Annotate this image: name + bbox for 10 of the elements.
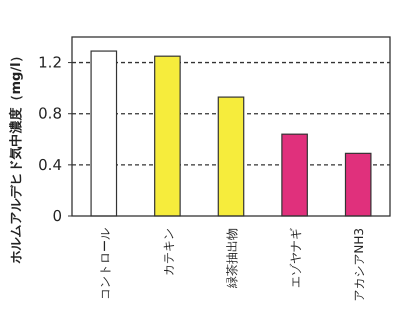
x-tick-label: アカシアNH3 — [352, 228, 366, 302]
y-tick-label: 0 — [52, 207, 62, 225]
y-tick-label: 1.2 — [38, 54, 62, 72]
y-tick-label: 0.4 — [38, 156, 62, 174]
x-tick-label: エゾヤナギ — [288, 228, 303, 288]
x-tick-label: 緑茶抽出物 — [225, 228, 239, 289]
y-axis-title: ホルムアルデヒド気中濃度（mg/l） — [8, 49, 24, 265]
y-tick-label: 0.8 — [38, 104, 62, 123]
x-tick-label: コントロール — [98, 228, 112, 300]
x-tick-label: カテキン — [161, 228, 176, 276]
